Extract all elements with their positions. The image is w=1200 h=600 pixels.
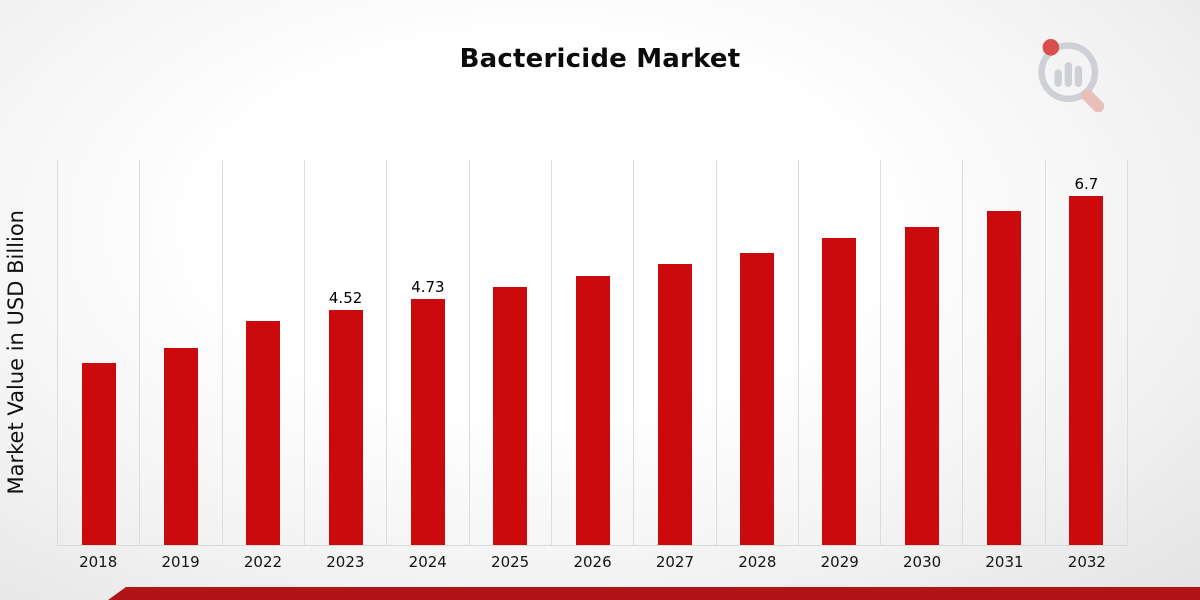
bar-2032: [1069, 196, 1104, 545]
bar-2023: [328, 310, 363, 545]
bar-2019: [163, 348, 198, 545]
bar-slot-2027: [633, 160, 715, 545]
bar-slot-2024: 4.73: [386, 160, 468, 545]
x-axis: 2018 2019 2022 2023 2024 2025 2026 2027 2028 2029…: [57, 553, 1128, 571]
bar-2025: [493, 287, 528, 545]
x-tick-2026: 2026: [573, 553, 612, 571]
bar-slot-2023: 4.52: [303, 160, 386, 545]
x-tick-2027: 2027: [655, 553, 695, 571]
bar-value-label-2024: 4.73: [411, 278, 445, 296]
bar-value-label-2032: 6.7: [1074, 175, 1099, 193]
x-tick-2023: 2023: [326, 553, 365, 571]
x-tick-2028: 2028: [738, 553, 777, 571]
bar-slot-2026: [550, 160, 633, 545]
bar-2029: [822, 238, 857, 545]
bar-slot-2032: 6.7: [1044, 160, 1127, 545]
plot-area: 4.52 4.73 6.7: [57, 160, 1128, 546]
bar-2030: [904, 227, 939, 545]
chart-title: Bactericide Market: [459, 44, 741, 74]
bar-slot-2029: [797, 160, 880, 545]
bar-2026: [575, 276, 610, 545]
bar-2031: [987, 211, 1022, 545]
x-tick-2031: 2031: [985, 553, 1024, 571]
bar-slot-2031: [962, 160, 1044, 545]
bar-slot-2028: [715, 160, 798, 545]
bar-2024: [410, 299, 445, 545]
bar-slot-2018: [57, 160, 139, 545]
x-tick-2029: 2029: [820, 553, 859, 571]
x-tick-2030: 2030: [903, 553, 942, 571]
footer-accent-strip: [108, 587, 1200, 600]
y-axis-label-wrap: Market Value in USD Billion: [4, 160, 28, 545]
bar-slot-2025: [468, 160, 551, 545]
bar-slot-2030: [880, 160, 962, 545]
bar-2018: [81, 363, 116, 545]
x-tick-2018: 2018: [79, 553, 118, 571]
bar-2028: [740, 253, 775, 545]
x-tick-2024: 2024: [408, 553, 447, 571]
bar-slot-2022: [221, 160, 304, 545]
x-tick-2022: 2022: [243, 553, 283, 571]
bar-2022: [246, 321, 281, 545]
bar-slot-2019: [139, 160, 221, 545]
x-tick-2019: 2019: [161, 553, 200, 571]
x-tick-2032: 2032: [1067, 553, 1106, 571]
y-axis-label: Market Value in USD Billion: [4, 210, 28, 495]
market-research-logo-icon: [1038, 39, 1105, 113]
x-tick-2025: 2025: [491, 553, 530, 571]
bar-2027: [657, 264, 692, 545]
bar-value-label-2023: 4.52: [328, 289, 363, 307]
